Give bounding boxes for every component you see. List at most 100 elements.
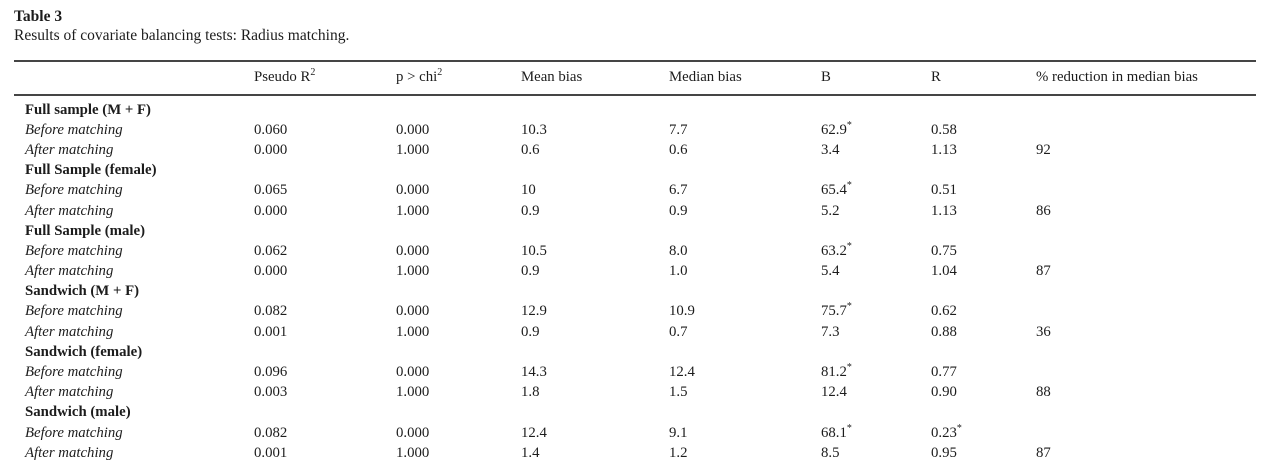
row-label: After matching	[25, 263, 114, 280]
table-cell: 0.88	[931, 323, 957, 340]
table-cell: 0.6	[521, 141, 540, 158]
table-cell	[521, 221, 669, 241]
table-cell	[254, 161, 396, 181]
row-label: Full Sample (male)	[25, 222, 146, 239]
table-cell	[821, 161, 931, 181]
table-cell: 0.000	[254, 141, 288, 158]
table-cell	[669, 161, 821, 181]
column-header-pct-reduction: % reduction in median bias	[1036, 60, 1256, 96]
table-cell: 36	[1036, 323, 1051, 340]
table-cell: 65.4*	[821, 180, 852, 199]
table-cell: 10	[521, 182, 536, 199]
table-cell: 0.065	[254, 182, 288, 199]
table-cell: 87	[1036, 444, 1051, 461]
table-cell	[521, 342, 669, 362]
table-cell	[821, 403, 931, 423]
row-label: Before matching	[25, 242, 123, 259]
table-row: Before matching 0.082 0.000 12.4 9.1 68.1* 0.2…	[14, 423, 1256, 443]
column-header-pseudo-r2: Pseudo R2	[254, 60, 396, 96]
row-label: Sandwich (female)	[25, 343, 143, 360]
table-cell	[1036, 302, 1256, 322]
table-cell: 0.58	[931, 121, 957, 138]
table-cell: 12.9	[521, 303, 547, 320]
row-label: Before matching	[25, 364, 123, 381]
table-cell: 0.060	[254, 121, 288, 138]
table-row: After matching 0.001 1.000 1.4 1.2 8.5 0.95 87	[14, 443, 1256, 463]
row-label: Before matching	[25, 121, 123, 138]
table-cell	[521, 282, 669, 302]
table-cell	[669, 221, 821, 241]
table-cell: 8.5	[821, 444, 840, 461]
table-cell: 1.04	[931, 263, 957, 280]
table-cell: 0.000	[396, 303, 430, 320]
table-cell	[1036, 362, 1256, 382]
table-cell: 1.4	[521, 444, 540, 461]
table-cell: 1.0	[669, 263, 688, 280]
table-cell: 0.096	[254, 364, 288, 381]
table-cell	[931, 221, 1036, 241]
table-cell: 86	[1036, 202, 1051, 219]
table-cell: 1.2	[669, 444, 688, 461]
column-header-mean-bias: Mean bias	[521, 60, 669, 96]
table-cell	[821, 342, 931, 362]
table-cell: 0.003	[254, 384, 288, 401]
table-cell: 5.4	[821, 263, 840, 280]
table-cell: 3.4	[821, 141, 840, 158]
table-body: Full sample (M + F) Before matching 0.060 0…	[14, 95, 1256, 463]
table-cell: 10.3	[521, 121, 547, 138]
table-cell	[1036, 423, 1256, 443]
table-cell: 0.000	[396, 364, 430, 381]
table-cell	[931, 403, 1036, 423]
table-cell: 0.000	[254, 202, 288, 219]
table-cell	[521, 161, 669, 181]
row-label: Full Sample (female)	[25, 162, 157, 179]
row-label: Sandwich (M + F)	[25, 283, 140, 300]
significance-asterisk: *	[846, 119, 852, 131]
table-cell: 0.62	[931, 303, 957, 320]
row-label: Before matching	[25, 303, 123, 320]
table-cell: 12.4	[669, 364, 695, 381]
table-cell	[821, 282, 931, 302]
section-row: Full Sample (female)	[14, 161, 1256, 181]
table-cell	[396, 161, 521, 181]
column-header-median-bias: Median bias	[669, 60, 821, 96]
table-cell: 0.9	[521, 202, 540, 219]
row-label: After matching	[25, 202, 114, 219]
table-cell: 10.5	[521, 242, 547, 259]
table-cell: 0.000	[396, 121, 430, 138]
table-cell	[669, 403, 821, 423]
table-cell: 1.000	[396, 202, 430, 219]
table-row: After matching 0.001 1.000 0.9 0.7 7.3 0.88 36	[14, 322, 1256, 342]
table-cell: 1.000	[396, 263, 430, 280]
table-cell: 0.51	[931, 182, 957, 199]
table-cell	[931, 161, 1036, 181]
table-cell	[521, 95, 669, 120]
header-row: Pseudo R2 p > chi2 Mean bias Median bias…	[14, 60, 1256, 96]
table-cell	[396, 403, 521, 423]
table-cell: 1.000	[396, 384, 430, 401]
table-cell: 92	[1036, 141, 1051, 158]
table-cell	[1036, 161, 1256, 181]
column-header-r: R	[931, 60, 1036, 96]
section-row: Sandwich (male)	[14, 403, 1256, 423]
table-cell: 62.9*	[821, 119, 852, 138]
table-cell	[254, 282, 396, 302]
table-row: After matching 0.000 1.000 0.9 1.0 5.4 1.04 87	[14, 262, 1256, 282]
table-row: Before matching 0.060 0.000 10.3 7.7 62.9* 0.5…	[14, 120, 1256, 140]
column-header-p-chi2: p > chi2	[396, 60, 521, 96]
table-cell	[931, 95, 1036, 120]
row-label: After matching	[25, 444, 114, 461]
table-cell: 88	[1036, 384, 1051, 401]
table-cell: 1.000	[396, 444, 430, 461]
table-row: Before matching 0.082 0.000 12.9 10.9 75.7* 0.…	[14, 302, 1256, 322]
table-caption: Results of covariate balancing tests: Ra…	[14, 27, 350, 44]
table-cell: 0.000	[396, 242, 430, 259]
table-row: Before matching 0.062 0.000 10.5 8.0 63.2* 0.7…	[14, 241, 1256, 261]
table-cell: 0.77	[931, 364, 957, 381]
significance-asterisk: *	[956, 422, 962, 434]
table-cell	[396, 95, 521, 120]
table-cell: 0.000	[396, 424, 430, 441]
table-cell: 0.001	[254, 323, 288, 340]
table-cell: 0.9	[521, 323, 540, 340]
table-cell	[1036, 95, 1256, 120]
